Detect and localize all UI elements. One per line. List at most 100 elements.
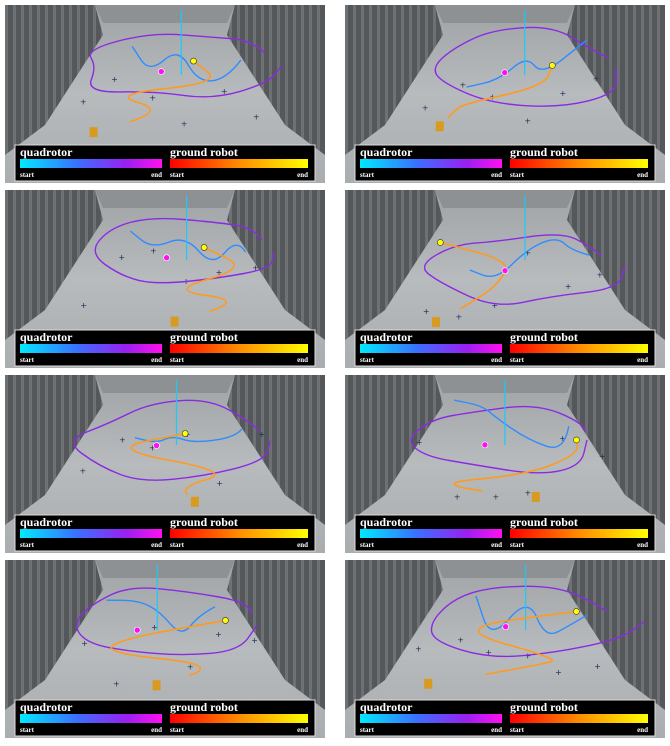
floor-marker: +	[149, 444, 156, 453]
ground-robot-path	[110, 619, 226, 677]
ground-robot-end-label: end	[297, 356, 308, 364]
floor-marker: +	[524, 117, 531, 126]
ground-robot-gradient	[170, 529, 308, 538]
ground-robot-end-label: end	[637, 356, 648, 364]
ground-robot-start: start	[510, 541, 525, 549]
ground-robot-label: ground robot	[510, 145, 578, 159]
floor-marker: +	[493, 493, 500, 502]
curtain-left	[5, 5, 103, 155]
robot	[190, 496, 199, 507]
ground-robot-path	[130, 432, 216, 496]
back-wall	[95, 560, 235, 578]
ground-robot-path	[127, 60, 212, 123]
quadrotor-end-label: end	[151, 541, 162, 549]
quadrotor-end	[153, 442, 160, 449]
ground-robot-label: ground robot	[510, 700, 578, 714]
ground-robot-path	[446, 65, 554, 119]
quadrotor-start: start	[360, 356, 375, 364]
floor-marker: +	[457, 635, 464, 644]
quadrotor-path	[76, 587, 258, 656]
floor-marker: +	[80, 301, 87, 310]
quadrotor-path	[434, 26, 618, 107]
curtain-right	[567, 560, 665, 710]
ground-robot-end-label: end	[637, 726, 648, 734]
floor-marker: +	[151, 623, 158, 632]
floor-marker: +	[524, 651, 531, 660]
back-wall	[95, 375, 235, 393]
floor-marker: +	[259, 430, 266, 439]
quadrotor-end	[163, 254, 170, 262]
ground-robot-gradient	[170, 714, 308, 723]
robot	[152, 680, 161, 691]
back-wall	[435, 560, 575, 578]
floor-marker: +	[491, 301, 498, 310]
floor-marker: +	[216, 268, 223, 277]
quadrotor-end-label: end	[151, 356, 162, 364]
quadrotor-end-label: end	[491, 356, 502, 364]
quadrotor-label: quadrotor	[20, 515, 73, 529]
floor-marker: +	[565, 282, 572, 291]
quadrotor-path	[131, 46, 242, 82]
ground-robot-end-label: end	[637, 171, 648, 179]
curtain-left	[5, 190, 103, 340]
curtain-right	[567, 190, 665, 340]
quadrotor-gradient	[20, 714, 162, 723]
quadrotor-path	[430, 585, 645, 658]
floor-marker: +	[524, 248, 531, 257]
robot	[431, 317, 440, 328]
ground-robot-label: ground robot	[170, 700, 238, 714]
ground-robot-end	[573, 436, 580, 444]
robot	[89, 127, 98, 138]
curtain-left	[345, 190, 443, 340]
quadrotor-gradient	[20, 529, 162, 538]
floor-marker: +	[252, 264, 259, 273]
curtain-left	[5, 375, 103, 525]
ground-robot-label: ground robot	[510, 330, 578, 344]
quadrotor-label: quadrotor	[20, 330, 73, 344]
quadrotor-end	[157, 68, 165, 75]
ground-robot-start: start	[510, 726, 525, 734]
floor-marker: +	[118, 253, 125, 262]
ground-robot-gradient	[510, 159, 648, 168]
robot	[424, 678, 433, 689]
quadrotor-label: quadrotor	[360, 330, 413, 344]
ground-robot-label: ground robot	[170, 515, 238, 529]
curtain-right	[227, 560, 325, 710]
quadrotor-start: start	[360, 726, 375, 734]
curtain-right	[567, 375, 665, 525]
back-wall	[95, 5, 235, 23]
floor-marker: +	[253, 113, 260, 122]
floor-marker: +	[422, 103, 429, 112]
quadrotor-path	[89, 33, 282, 98]
quadrotor-label: quadrotor	[20, 700, 73, 714]
quadrotor-label: quadrotor	[20, 145, 73, 159]
ground-robot-start: start	[170, 726, 185, 734]
quadrotor-path	[129, 230, 247, 261]
ground-robot-end	[222, 617, 229, 624]
quadrotor-end	[133, 626, 141, 634]
quadrotor-label: quadrotor	[360, 515, 413, 529]
ground-robot-end	[190, 57, 197, 65]
floor-marker: +	[251, 636, 258, 645]
ground-robot-gradient	[170, 344, 308, 353]
back-wall	[95, 190, 235, 208]
ground-robot-end	[181, 430, 189, 437]
quadrotor-end-label: end	[491, 726, 502, 734]
quadrotor-start: start	[20, 726, 35, 734]
back-wall	[435, 190, 575, 208]
ground-robot-start: start	[170, 171, 185, 179]
floor-marker: +	[119, 435, 126, 444]
ground-robot-path	[477, 610, 577, 676]
floor-marker: +	[485, 648, 492, 657]
robot	[531, 491, 540, 502]
robot	[435, 121, 444, 132]
floor-marker: +	[215, 630, 222, 639]
quadrotor-path	[106, 599, 216, 632]
ground-robot-end	[200, 244, 208, 251]
